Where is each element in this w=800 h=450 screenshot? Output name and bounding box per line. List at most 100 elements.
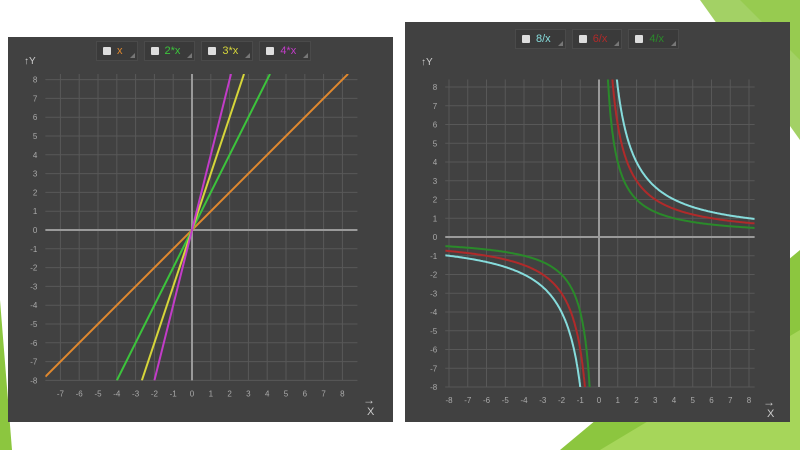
legend-label: 4*x	[280, 45, 297, 57]
x-axis-label: X	[367, 406, 375, 418]
series-line-4_x	[445, 79, 755, 387]
y-tick-label: 2	[433, 196, 438, 205]
x-tick-label: -7	[57, 389, 65, 398]
resize-grip-icon	[671, 41, 677, 46]
y-tick-label: 1	[33, 207, 38, 216]
y-tick-label: 2	[33, 188, 38, 197]
x-tick-label: 7	[321, 389, 326, 398]
x-tick-label: 4	[265, 389, 270, 398]
y-tick-label: -2	[430, 271, 438, 280]
y-tick-label: 3	[33, 170, 38, 179]
legend-label: 2*x	[164, 45, 181, 57]
x-tick-label: 5	[284, 389, 289, 398]
y-tick-label: -4	[430, 308, 438, 317]
y-tick-label: -5	[30, 320, 38, 329]
legend-label: 6/x	[592, 33, 608, 45]
y-tick-label: -3	[430, 289, 438, 298]
y-tick-label: 5	[33, 132, 38, 141]
y-tick-label: 4	[433, 158, 438, 167]
x-tick-label: 2	[227, 389, 232, 398]
y-tick-label: -4	[30, 301, 38, 310]
legend-item[interactable]: 3*x	[201, 41, 254, 61]
resize-grip-icon	[245, 53, 251, 58]
y-tick-label: 7	[433, 102, 438, 111]
y-tick-label: 6	[433, 121, 438, 130]
x-tick-label: -4	[520, 396, 528, 405]
x-tick-label: 2	[634, 396, 639, 405]
checkbox-icon[interactable]	[208, 47, 217, 55]
x-tick-label: 6	[709, 396, 714, 405]
x-tick-label: 1	[209, 389, 214, 398]
x-tick-label: 7	[728, 396, 733, 405]
legend-item[interactable]: 6/x	[571, 29, 623, 49]
y-tick-label: -2	[30, 264, 38, 273]
chart-panel-reciprocal: 8/x 6/x 4/x -8 -7 -6 -5 -4 -3 -2 -1 0 1 2 3 4 5 6 7 8 -8 -7 -…	[405, 22, 790, 422]
series-line-4_x	[153, 73, 232, 381]
legend-item[interactable]: 8/x	[515, 29, 566, 49]
chart-linear: -7 -6 -5 -4 -3 -2 -1 0 1 2 3 4 5 6 7 8 -8 -7 -6 -5 -4 -3 -2 -1 0…	[24, 56, 375, 418]
legend-item[interactable]: 4*x	[259, 41, 312, 61]
resize-grip-icon	[129, 53, 135, 58]
legend-item[interactable]: 4/x	[628, 29, 680, 49]
y-tick-label: -1	[30, 245, 38, 254]
y-tick-label: 6	[33, 113, 38, 122]
checkbox-icon[interactable]	[578, 35, 587, 43]
checkbox-icon[interactable]	[103, 47, 111, 55]
x-axis-arrow-icon: →	[763, 395, 775, 409]
resize-grip-icon	[557, 41, 563, 46]
checkbox-icon[interactable]	[150, 47, 159, 55]
resize-grip-icon	[614, 41, 620, 46]
y-tick-label: -3	[30, 282, 38, 291]
checkbox-icon[interactable]	[635, 35, 644, 43]
legend-label: 8/x	[536, 33, 551, 45]
x-tick-label: 6	[303, 389, 308, 398]
x-axis-label: X	[767, 408, 775, 420]
y-tick-label: -6	[30, 339, 38, 348]
y-tick-label: 5	[433, 139, 438, 148]
x-tick-label: 3	[653, 396, 658, 405]
y-tick-label: -1	[430, 252, 438, 261]
x-tick-label: -1	[577, 396, 585, 405]
checkbox-icon[interactable]	[522, 35, 530, 43]
x-tick-label: 1	[616, 396, 621, 405]
x-tick-label: -3	[132, 389, 140, 398]
y-tick-label: -8	[430, 383, 438, 392]
y-tick-label: 8	[433, 83, 438, 92]
y-tick-label: -5	[430, 327, 438, 336]
checkbox-icon[interactable]	[266, 47, 275, 55]
y-tick-label: 7	[33, 94, 38, 103]
y-tick-label: 3	[433, 177, 438, 186]
y-tick-label: 8	[33, 76, 38, 85]
x-tick-label: -5	[94, 389, 102, 398]
legend-label: x	[117, 45, 123, 57]
y-tick-label: -6	[430, 346, 438, 355]
x-tick-label: 8	[340, 389, 345, 398]
x-tick-label: -5	[502, 396, 510, 405]
x-axis-arrow-icon: →	[363, 393, 375, 407]
x-tick-label: -8	[445, 396, 453, 405]
y-axis-label: ↑Y	[24, 56, 36, 67]
x-tick-label: -2	[151, 389, 159, 398]
x-tick-label: 5	[691, 396, 696, 405]
x-tick-label: 0	[190, 389, 195, 398]
y-tick-label: -7	[430, 364, 438, 373]
x-tick-label: -1	[170, 389, 178, 398]
x-tick-label: -7	[464, 396, 472, 405]
x-tick-label: 4	[672, 396, 677, 405]
y-tick-label: -7	[30, 358, 38, 367]
legend-linear: x 2*x 3*x 4*x	[96, 41, 312, 61]
y-axis-label: ↑Y	[421, 57, 433, 68]
x-tick-label: -4	[113, 389, 121, 398]
y-tick-label: -8	[30, 376, 38, 385]
x-tick-label: -3	[539, 396, 547, 405]
series-line-8_x	[445, 79, 755, 387]
legend-item[interactable]: x	[96, 41, 138, 61]
x-tick-label: 0	[597, 396, 602, 405]
legend-label: 4/x	[649, 33, 665, 45]
legend-label: 3*x	[222, 45, 239, 57]
chart-panel-linear: x 2*x 3*x 4*x -7 -6 -5 -4 -3 -2 -1 0 1 2 3 4 5 6 7 8 -8 -7 -6…	[8, 37, 393, 422]
legend-item[interactable]: 2*x	[143, 41, 196, 61]
series-line-6_x	[445, 79, 755, 387]
x-tick-label: -2	[558, 396, 566, 405]
y-tick-label: 0	[33, 226, 38, 235]
